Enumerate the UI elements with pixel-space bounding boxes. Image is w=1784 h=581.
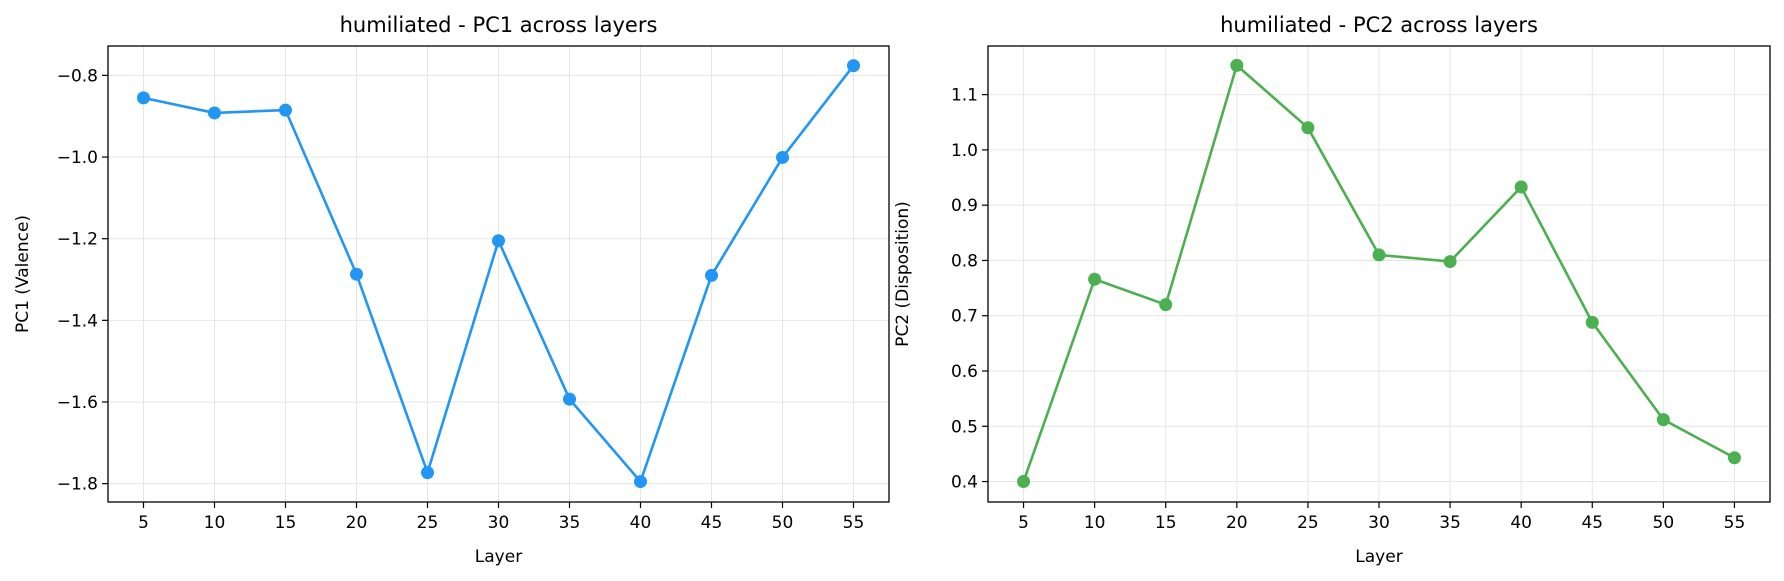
chart-1-data-point: [776, 150, 789, 164]
chart-2-x-tick-label: 5: [1018, 513, 1029, 533]
chart-2-y-tick-label: 0.9: [951, 196, 978, 216]
chart-2-x-tick-label: 30: [1368, 513, 1390, 533]
chart-2-x-tick-label: 10: [1084, 513, 1106, 533]
chart-1-data-point: [137, 91, 150, 105]
chart-1-data-point: [208, 106, 221, 120]
chart-1-data-point: [350, 267, 363, 281]
chart-1-data-point: [705, 268, 718, 282]
chart-2-x-tick-label: 25: [1297, 513, 1319, 533]
chart-1: 5 10 15 20 25 30 35 40 45 50 55 −0.8 −1.0 −1.2 −1.4 −1.…: [13, 13, 890, 567]
chart-1-y-tick-label: −1.4: [57, 311, 98, 331]
chart-2-title: humiliated - PC2 across layers: [1220, 13, 1538, 37]
chart-1-y-tick-label: −1.8: [57, 475, 98, 495]
chart-2: 5 10 15 20 25 30 35 40 45 50 55 0.4 0.5 0.6 0.7 0.8 0.9 1…: [893, 13, 1771, 567]
chart-2-data-point: [1159, 298, 1173, 312]
chart-1-title: humiliated - PC1 across layers: [340, 13, 658, 37]
chart-1-x-axis-label: Layer: [475, 547, 522, 567]
chart-1-x-tick-label: 40: [630, 513, 652, 533]
chart-2-x-tick-label: 40: [1510, 513, 1532, 533]
chart-1-y-tick-label: −1.0: [57, 148, 98, 168]
chart-2-data-point: [1727, 451, 1741, 465]
chart-2-data-point: [1088, 272, 1102, 286]
chart-2-x-tick-label: 45: [1581, 513, 1603, 533]
chart-2-x-tick-label: 15: [1155, 513, 1177, 533]
chart-1-x-tick-label: 5: [138, 513, 149, 533]
chart-2-x-tick-label: 55: [1724, 513, 1746, 533]
chart-1-x-tick-label: 35: [559, 513, 581, 533]
chart-2-x-axis-label: Layer: [1355, 547, 1402, 567]
chart-2-data-point: [1301, 121, 1315, 135]
chart-1-data-point: [279, 103, 292, 117]
chart-1-y-tick-label: −1.2: [57, 230, 98, 250]
chart-2-y-tick-label: 1.1: [951, 86, 978, 106]
chart-2-x-tick-label: 50: [1653, 513, 1675, 533]
chart-1-y-tick-label: −1.6: [57, 393, 98, 413]
chart-2-y-tick-label: 1.0: [951, 141, 978, 161]
chart-2-y-tick-label: 0.4: [951, 473, 978, 493]
chart-1-data-point: [421, 466, 434, 480]
chart-2-data-point: [1585, 315, 1599, 329]
chart-1-x-tick-label: 30: [488, 513, 510, 533]
chart-2-data-point: [1514, 180, 1528, 194]
chart-2-y-tick-label: 0.7: [951, 307, 978, 327]
chart-1-x-tick-label: 25: [417, 513, 439, 533]
chart-2-y-tick-label: 0.5: [951, 417, 978, 437]
chart-1-y-tick-label: −0.8: [57, 66, 98, 86]
chart-2-x-tick-label: 20: [1226, 513, 1248, 533]
chart-1-x-tick-label: 15: [275, 513, 297, 533]
chart-1-x-tick-label: 20: [346, 513, 368, 533]
chart-1-data-point: [492, 234, 505, 248]
chart-1-data-point: [847, 59, 860, 73]
chart-2-y-axis-label: PC2 (Disposition): [893, 201, 913, 347]
chart-2-data-point: [1372, 248, 1386, 262]
chart-2-x-tick-label: 35: [1439, 513, 1461, 533]
chart-2-data-point: [1443, 255, 1457, 269]
chart-1-x-tick-label: 55: [843, 513, 865, 533]
chart-1-data-point: [563, 392, 576, 406]
chart-1-x-tick-label: 50: [772, 513, 794, 533]
chart-2-data-point: [1230, 58, 1244, 72]
chart-2-data-point: [1017, 475, 1031, 489]
chart-1-x-tick-label: 10: [204, 513, 226, 533]
chart-1-x-tick-label: 45: [701, 513, 723, 533]
chart-2-y-tick-label: 0.8: [951, 251, 978, 271]
chart-1-y-axis-label: PC1 (Valence): [13, 215, 33, 333]
chart-2-y-tick-label: 0.6: [951, 362, 978, 382]
chart-2-data-point: [1656, 413, 1670, 427]
chart-1-data-point: [634, 475, 647, 489]
